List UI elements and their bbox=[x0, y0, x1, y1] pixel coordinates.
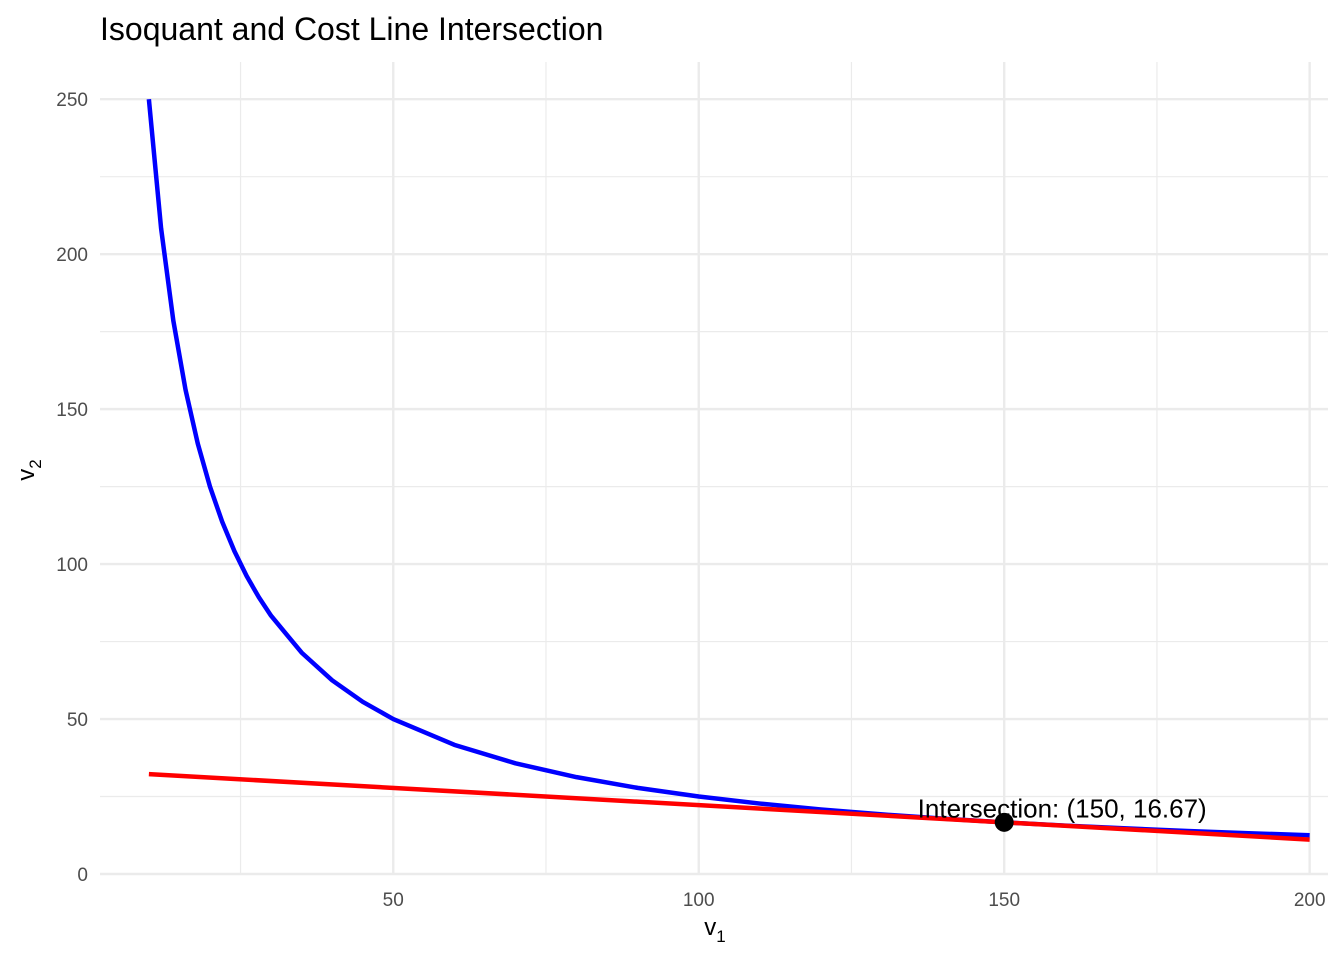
y-axis-label: v2 bbox=[13, 459, 45, 480]
annotation-layer: Intersection: (150, 16.67) bbox=[918, 793, 1207, 823]
x-tick-label: 100 bbox=[683, 890, 715, 911]
x-tick-label: 150 bbox=[988, 890, 1020, 911]
y-tick-label: 200 bbox=[56, 245, 88, 266]
intersection-point bbox=[994, 812, 1014, 832]
series-line-1 bbox=[146, 98, 1310, 838]
intersection-annotation: Intersection: (150, 16.67) bbox=[918, 793, 1207, 823]
x-tick-label: 200 bbox=[1294, 890, 1326, 911]
y-tick-label: 50 bbox=[67, 710, 88, 731]
x-tick-labels: 50 100 150 200 bbox=[383, 890, 1326, 911]
y-tick-label: 100 bbox=[56, 555, 88, 576]
y-tick-label: 0 bbox=[77, 865, 88, 886]
y-tick-label: 150 bbox=[56, 400, 88, 421]
x-tick-label: 50 bbox=[383, 890, 404, 911]
x-axis-label: v1 bbox=[704, 914, 725, 946]
y-tick-labels: 0 50 100 150 200 250 bbox=[56, 90, 88, 886]
chart-title: Isoquant and Cost Line Intersection bbox=[100, 11, 603, 47]
grid-minor bbox=[100, 62, 1328, 874]
grid-major bbox=[100, 62, 1328, 876]
series-layer bbox=[146, 98, 1310, 842]
series-line-2 bbox=[148, 771, 1310, 842]
points-layer bbox=[994, 812, 1014, 832]
y-tick-label: 250 bbox=[56, 90, 88, 111]
